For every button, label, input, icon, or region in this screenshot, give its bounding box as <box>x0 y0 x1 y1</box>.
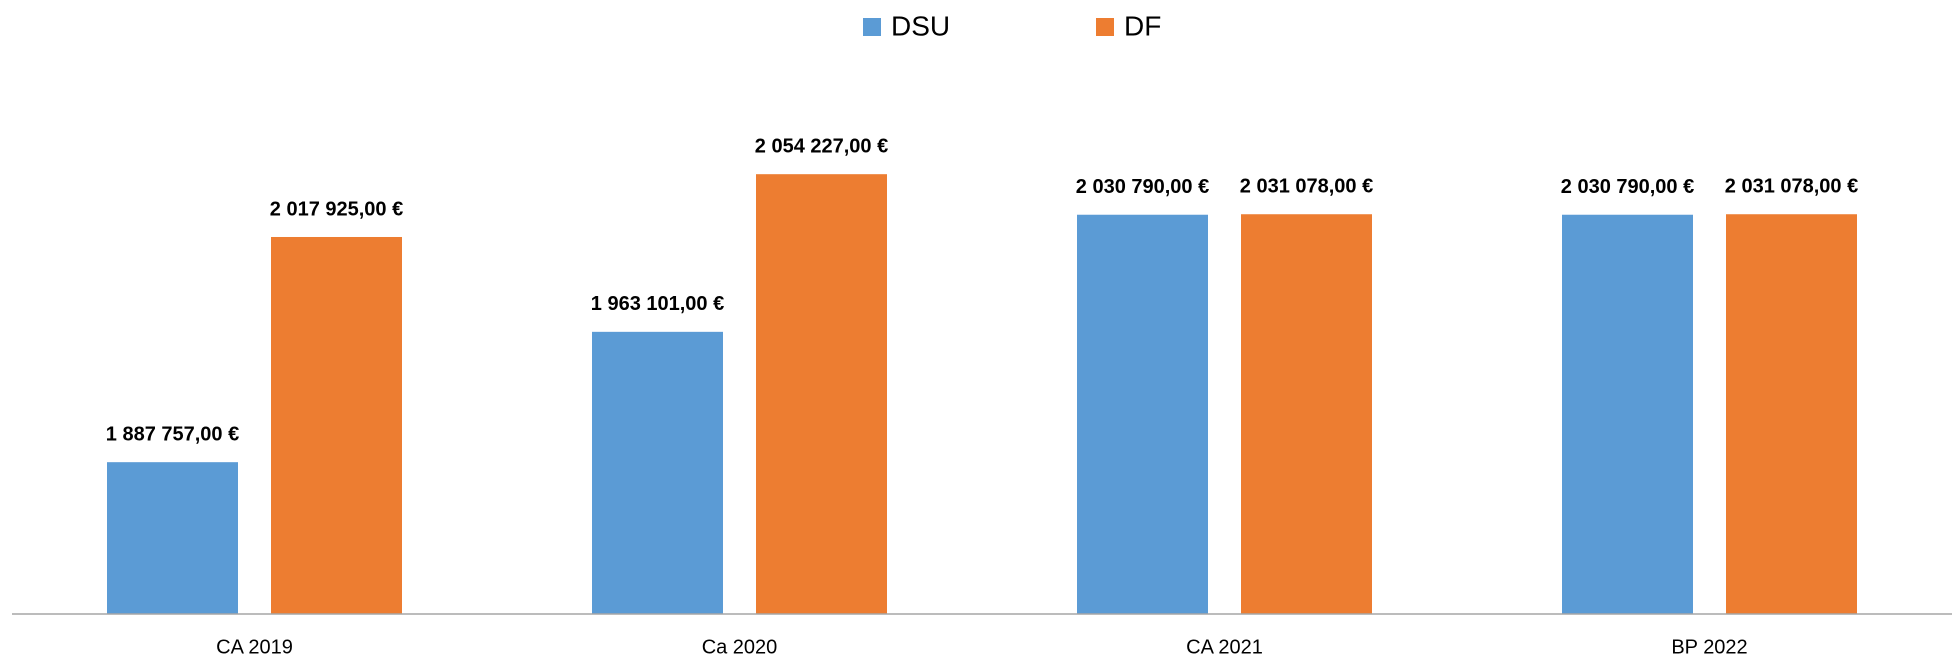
data-label: 2 017 925,00 € <box>270 198 403 220</box>
data-label: 1 963 101,00 € <box>591 293 724 315</box>
bar <box>271 236 402 614</box>
data-label: 2 031 078,00 € <box>1725 176 1858 198</box>
data-label: 2 030 790,00 € <box>1076 176 1209 198</box>
bar <box>1077 214 1208 614</box>
data-label: 2 031 078,00 € <box>1240 176 1373 198</box>
x-tick-label: CA 2019 <box>216 636 293 658</box>
data-label: 1 887 757,00 € <box>106 423 239 445</box>
bar <box>756 174 887 614</box>
legend-label: DSU <box>891 10 950 41</box>
data-label: 2 054 227,00 € <box>755 135 888 157</box>
bar <box>1241 214 1372 615</box>
bar <box>1726 214 1857 615</box>
x-tick-label: Ca 2020 <box>702 636 778 658</box>
legend-swatch <box>1096 18 1114 36</box>
legend-swatch <box>863 18 881 36</box>
bar <box>1562 214 1693 614</box>
legend-label: DF <box>1124 10 1161 41</box>
bar <box>107 462 238 614</box>
x-tick-label: BP 2022 <box>1671 636 1747 658</box>
x-tick-label: CA 2021 <box>1186 636 1263 658</box>
data-label: 2 030 790,00 € <box>1561 176 1694 198</box>
bar <box>592 331 723 614</box>
